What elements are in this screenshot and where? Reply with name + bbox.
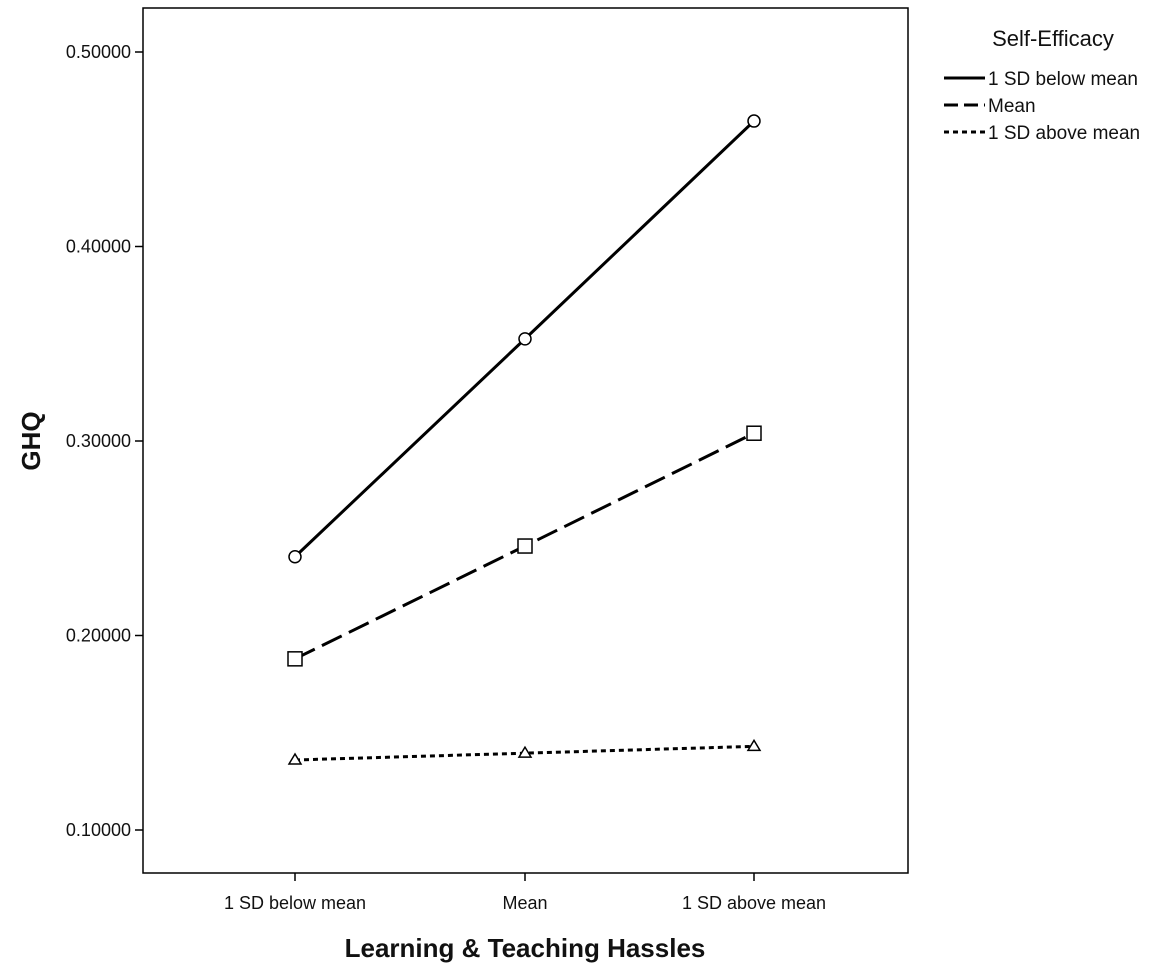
y-tick-label: 0.10000: [66, 820, 131, 840]
legend-label-1-sd-above-mean: 1 SD above mean: [988, 123, 1140, 144]
1-sd-below-mean-point: [747, 114, 761, 128]
1-sd-above-mean-series-line: [294, 744, 755, 762]
mean-point: [287, 651, 303, 667]
mean-point: [517, 538, 533, 554]
plot-frame: [142, 7, 909, 874]
legend: Self-Efficacy 1 SD below mean Mean 1 SD ab…: [944, 26, 1140, 144]
y-tick-label: 0.40000: [66, 237, 131, 257]
x-tick-label: Mean: [502, 893, 547, 913]
y-axis-title: GHQ: [16, 411, 46, 470]
legend-label-1-sd-below-mean: 1 SD below mean: [988, 69, 1138, 90]
y-tick-label: 0.50000: [66, 42, 131, 62]
y-tick-label: 0.20000: [66, 626, 131, 646]
legend-label-mean: Mean: [988, 96, 1036, 117]
1-sd-above-mean-point: [287, 752, 303, 765]
1-sd-below-mean-point: [288, 549, 302, 564]
y-tick-label: 0.30000: [66, 431, 131, 451]
x-axis-ticks: 1 SD below mean Mean 1 SD above mean: [224, 873, 826, 913]
1-sd-above-mean-point: [517, 745, 533, 758]
1-sd-above-mean-point: [746, 738, 762, 752]
mean-point: [746, 425, 762, 441]
series-lines: [293, 119, 756, 762]
legend-title: Self-Efficacy: [992, 26, 1114, 51]
x-tick-label: 1 SD below mean: [224, 893, 366, 913]
y-axis-ticks: 0.10000 0.20000 0.30000 0.40000 0.50000: [66, 42, 143, 840]
x-axis-title: Learning & Teaching Hassles: [345, 933, 706, 963]
1-sd-below-mean-point: [518, 332, 532, 346]
x-tick-label: 1 SD above mean: [682, 893, 826, 913]
series-markers: [287, 114, 762, 765]
